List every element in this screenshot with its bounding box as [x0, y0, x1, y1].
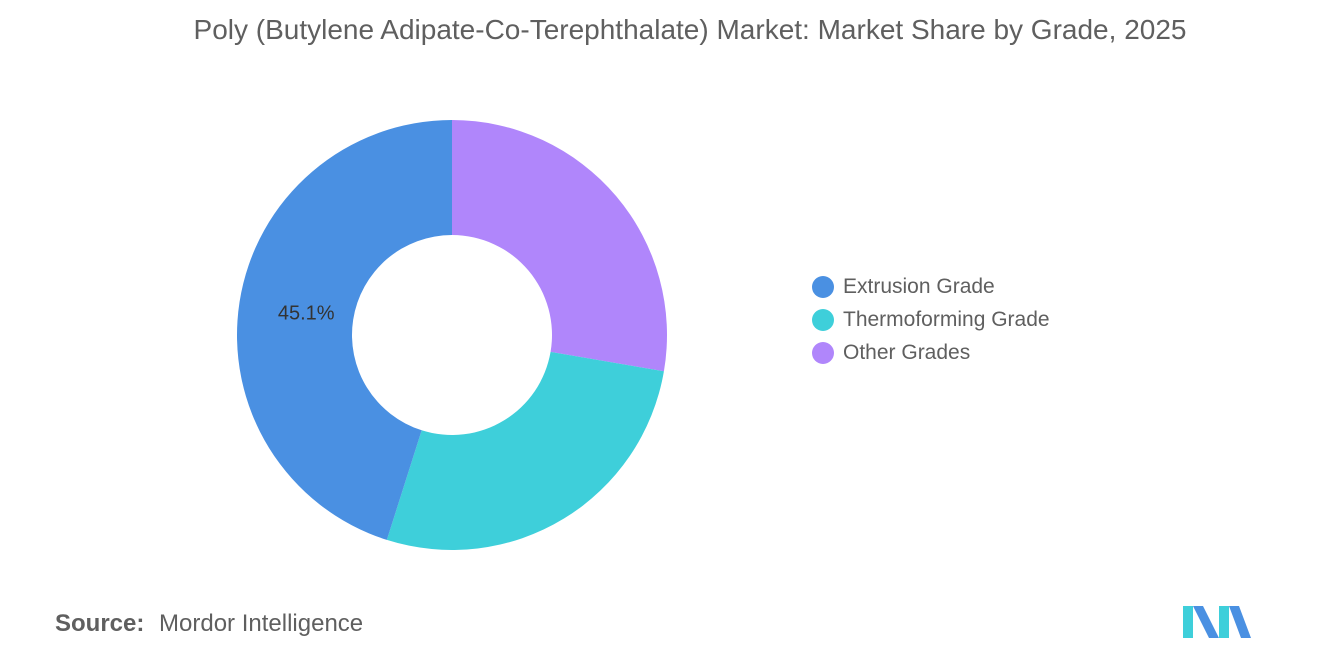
legend-swatch — [812, 341, 834, 364]
legend-swatch — [812, 308, 834, 331]
legend-item: Other Grades — [812, 336, 1050, 369]
source-label: Source: — [55, 610, 145, 637]
legend-swatch — [812, 275, 834, 298]
source-value: Mordor Intelligence — [159, 610, 364, 637]
slice-thermoforming-grade — [386, 351, 664, 550]
slice-other-grades — [452, 120, 667, 372]
chart-legend: Extrusion Grade Thermoforming Grade Other … — [812, 270, 1050, 369]
legend-item: Extrusion Grade — [812, 270, 1050, 303]
donut-slices — [237, 120, 667, 550]
mordor-intelligence-logo-icon — [1183, 606, 1251, 638]
legend-label: Extrusion Grade — [843, 274, 995, 298]
donut-data-labels: 45.1% — [278, 302, 335, 324]
slice-extrusion-grade — [237, 120, 452, 540]
chart-title: Poly (Butylene Adipate-Co-Terephthalate)… — [193, 14, 1187, 45]
legend-label: Thermoforming Grade — [843, 307, 1050, 331]
legend-label: Other Grades — [843, 340, 971, 364]
source-line: Source: Mordor Intelligence — [55, 610, 363, 638]
legend-item: Thermoforming Grade — [812, 303, 1050, 336]
data-label-extrusion-grade: 45.1% — [278, 302, 335, 324]
